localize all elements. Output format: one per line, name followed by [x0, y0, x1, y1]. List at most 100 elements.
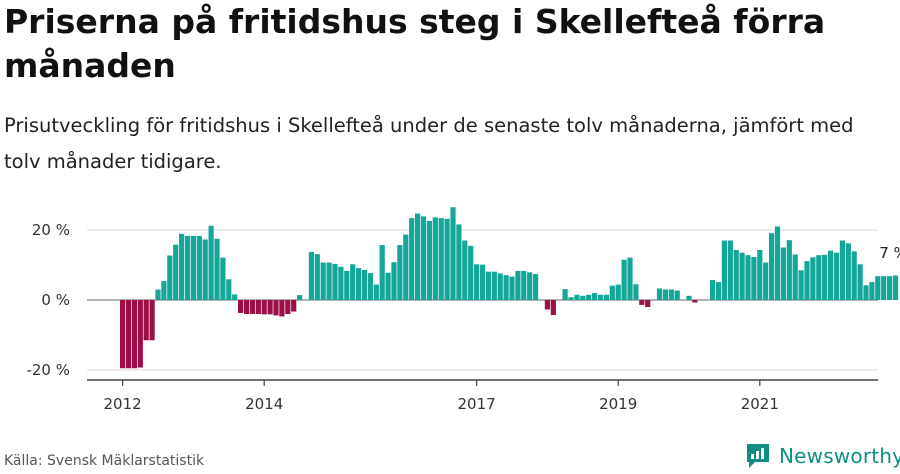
- bar: [774, 226, 781, 300]
- bar: [350, 264, 356, 300]
- bar: [792, 254, 798, 300]
- bar: [232, 294, 238, 300]
- bar: [155, 289, 161, 300]
- bar: [273, 300, 279, 316]
- bar: [656, 288, 663, 300]
- bar: [385, 272, 391, 300]
- bar: [403, 234, 409, 300]
- bar: [780, 247, 786, 300]
- x-tick-label: 2021: [741, 395, 779, 413]
- bar: [426, 220, 432, 300]
- bar: [214, 238, 220, 300]
- bars: [120, 207, 899, 369]
- bar: [892, 275, 899, 300]
- bar-chart: 20 % 0 % -20 % 2012 2014 2017 2019 2021 7 %: [26, 207, 900, 413]
- bar: [757, 249, 763, 300]
- bar: [131, 300, 137, 369]
- bar: [261, 300, 267, 315]
- bar: [208, 225, 214, 300]
- bar: [361, 269, 368, 300]
- bar: [710, 280, 716, 300]
- bar: [869, 282, 875, 300]
- bar: [190, 235, 196, 300]
- y-tick-label: -20 %: [26, 361, 70, 379]
- brand-name: Newsworthy: [779, 444, 900, 468]
- bar: [521, 270, 527, 300]
- bar: [568, 297, 574, 300]
- bar: [491, 271, 497, 300]
- bar: [769, 233, 775, 300]
- bar: [633, 284, 639, 300]
- y-tick-label: 20 %: [32, 221, 70, 239]
- x-tick-label: 2014: [245, 395, 283, 413]
- bar: [580, 295, 586, 300]
- bar: [120, 300, 126, 369]
- newsworthy-logo-icon: [747, 444, 769, 468]
- x-tick-label: 2012: [104, 395, 142, 413]
- bar: [456, 224, 462, 300]
- bar: [810, 257, 816, 300]
- page-title: Priserna på fritidshus steg i Skellefteå…: [4, 2, 826, 85]
- bar: [544, 300, 550, 310]
- bar: [816, 255, 822, 300]
- bar: [249, 300, 255, 314]
- bar: [479, 264, 486, 300]
- source-note: Källa: Svensk Mäklarstatistik: [4, 453, 205, 469]
- bar: [243, 300, 250, 314]
- bar: [721, 240, 727, 300]
- bar: [509, 276, 515, 300]
- bar: [562, 289, 568, 300]
- bar: [621, 259, 627, 300]
- y-tick-label: 0 %: [41, 291, 70, 309]
- bar: [373, 284, 379, 300]
- bar: [474, 264, 480, 300]
- bar: [420, 216, 427, 300]
- page-subtitle: Prisutveckling för fritidshus i Skelleft…: [4, 114, 854, 173]
- last-value-annotation: 7 %: [879, 244, 900, 262]
- bar: [533, 274, 539, 300]
- bar: [438, 218, 444, 300]
- bar: [828, 250, 834, 300]
- bar: [397, 245, 403, 300]
- bar: [415, 213, 421, 300]
- bar: [338, 266, 344, 300]
- bar: [279, 300, 285, 317]
- bar: [167, 255, 173, 300]
- bar: [450, 207, 456, 300]
- bar: [574, 294, 580, 300]
- bar: [851, 251, 857, 300]
- bar: [320, 262, 326, 300]
- bar: [202, 239, 208, 300]
- bar: [196, 235, 202, 300]
- bar: [592, 293, 598, 300]
- bar: [409, 218, 415, 300]
- bar: [887, 276, 893, 300]
- bar: [184, 235, 191, 300]
- bar: [822, 254, 828, 300]
- bar: [727, 240, 733, 300]
- bar: [226, 279, 232, 300]
- bar: [804, 261, 810, 300]
- bar: [733, 249, 739, 300]
- bar: [609, 285, 615, 300]
- bar: [603, 294, 609, 300]
- bar: [515, 270, 521, 300]
- brand-logo: Newsworthy: [745, 440, 900, 472]
- bar: [308, 252, 314, 300]
- bar: [161, 281, 167, 300]
- bar: [344, 270, 350, 300]
- x-tick-label: 2017: [458, 395, 496, 413]
- bar: [739, 252, 745, 300]
- x-tick-label: 2019: [599, 395, 637, 413]
- bar: [503, 275, 509, 300]
- bar: [839, 240, 845, 300]
- bar: [356, 268, 362, 300]
- bar: [662, 289, 668, 300]
- bar: [314, 254, 320, 300]
- bar: [173, 244, 179, 300]
- bar: [326, 262, 332, 300]
- bar: [497, 273, 503, 300]
- bar: [137, 300, 143, 368]
- bar: [627, 257, 633, 300]
- bar: [143, 300, 149, 341]
